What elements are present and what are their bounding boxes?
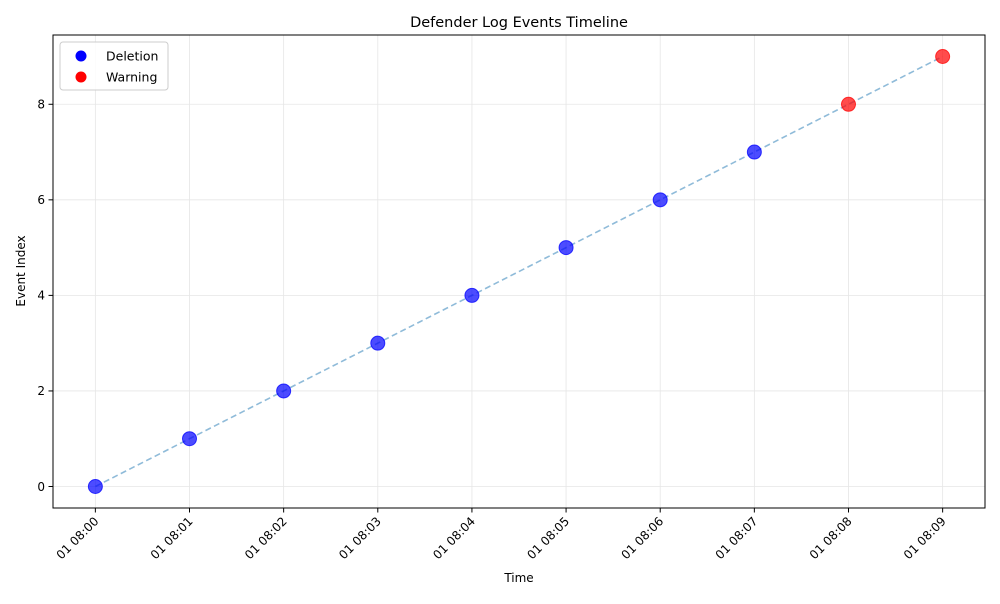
y-axis-label: Event Index (14, 235, 28, 306)
data-point (88, 480, 102, 494)
legend-label-warning: Warning (106, 70, 157, 85)
data-point (277, 384, 291, 398)
data-point (653, 193, 667, 207)
chart-title: Defender Log Events Timeline (410, 15, 628, 31)
data-point (371, 336, 385, 350)
x-axis-label: Time (503, 571, 533, 585)
y-tick-label: 0 (37, 480, 45, 494)
legend: Deletion Warning (60, 42, 168, 90)
data-point (936, 50, 950, 64)
y-tick-label: 8 (37, 98, 45, 112)
data-point (183, 432, 197, 446)
y-tick-label: 2 (37, 384, 45, 398)
legend-label-deletion: Deletion (106, 49, 158, 64)
data-point (841, 97, 855, 111)
legend-marker-deletion (76, 51, 87, 62)
y-tick-label: 6 (37, 193, 45, 207)
y-tick-label: 4 (37, 289, 45, 303)
data-point (465, 288, 479, 302)
legend-marker-warning (76, 72, 87, 83)
data-point (559, 241, 573, 255)
data-point (747, 145, 761, 159)
